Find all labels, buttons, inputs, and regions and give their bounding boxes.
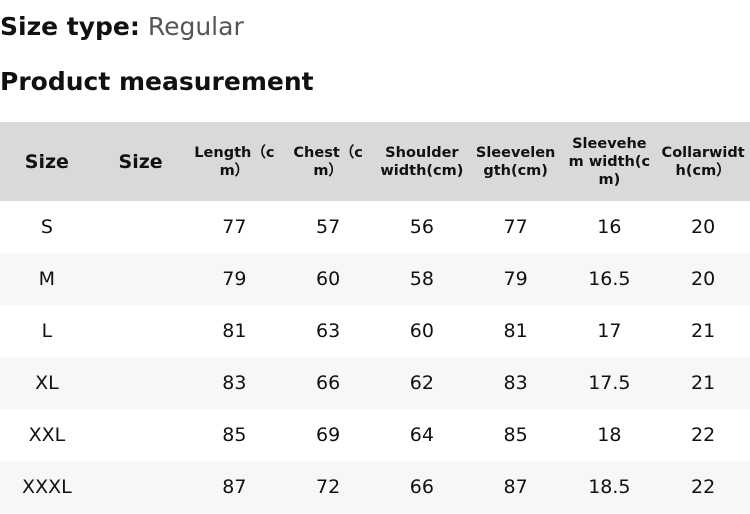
table-row: S 77 57 56 77 16 20 [0, 201, 750, 253]
measurement-table: Size Size Length（cm） Chest（cm） Shoulder widt… [0, 122, 750, 513]
table-cell: 58 [375, 253, 469, 305]
table-cell: 87 [187, 461, 282, 513]
table-cell: 60 [409, 320, 434, 342]
table-row: XXL 85 69 64 85 18 22 [0, 409, 750, 461]
size-type: Size type: Regular [0, 12, 244, 41]
table-row: XL 83 66 62 83 17.5 21 [0, 357, 750, 409]
table-cell: 83 [468, 357, 563, 409]
table-cell: 17.5 [562, 357, 657, 409]
table-cell: 81 [503, 320, 528, 342]
table-cell: 62 [375, 357, 469, 409]
table-cell: 85 [503, 424, 528, 446]
section-title: Product measurement [0, 67, 314, 96]
table-cell: 79 [468, 253, 563, 305]
table-cell [94, 409, 188, 461]
table-row: XXXL 87 72 66 87 18.5 22 [0, 461, 750, 513]
table-cell: 18.5 [562, 461, 657, 513]
column-header: Sleevehem width(cm) [562, 122, 657, 201]
table-cell: M [0, 253, 94, 305]
table-cell: 66 [375, 461, 469, 513]
table-row: M 79 60 58 79 16.5 20 [0, 253, 750, 305]
table-cell: 16.5 [562, 253, 657, 305]
table-cell: 77 [222, 216, 247, 238]
table-cell: 18 [597, 424, 622, 446]
table-cell: 81 [222, 320, 247, 342]
table-cell: S [40, 216, 53, 238]
table-cell [94, 305, 188, 357]
table-cell: XXXL [0, 461, 94, 513]
table-cell: 63 [316, 320, 341, 342]
table-cell: 20 [691, 216, 716, 238]
table-cell: 87 [468, 461, 563, 513]
table-cell: XL [0, 357, 94, 409]
size-type-label: Size type: [0, 12, 140, 41]
table-cell [94, 201, 188, 253]
column-header: Chest（cm） [281, 122, 375, 201]
column-header: Collarwidth(cm） [656, 122, 750, 201]
header-row: Size Size Length（cm） Chest（cm） Shoulder widt… [0, 122, 750, 201]
column-header: Size [0, 122, 94, 201]
table-cell: 64 [409, 424, 434, 446]
column-header: Sleevelength(cm) [468, 122, 563, 201]
table-cell: 66 [281, 357, 375, 409]
table-cell: 20 [656, 253, 750, 305]
table-cell: 22 [656, 461, 750, 513]
table-cell: 17 [597, 320, 622, 342]
table-cell: 21 [691, 320, 716, 342]
table-cell: 56 [409, 216, 434, 238]
table-row: L 81 63 60 81 17 21 [0, 305, 750, 357]
table-cell: 57 [316, 216, 341, 238]
table-cell: 60 [281, 253, 375, 305]
table-cell: 77 [503, 216, 528, 238]
table-cell: XXL [28, 424, 66, 446]
column-header: Size [93, 122, 188, 201]
column-header: Length（cm） [187, 122, 282, 201]
table-cell: 22 [691, 424, 716, 446]
table-cell [93, 357, 188, 409]
table-cell [93, 253, 188, 305]
table-cell: 85 [222, 424, 247, 446]
table-cell: 83 [187, 357, 282, 409]
table-cell: 21 [656, 357, 750, 409]
table-cell: 72 [281, 461, 375, 513]
column-header: Shoulder width(cm) [375, 122, 469, 201]
table-cell: L [41, 320, 53, 342]
table-cell: 79 [187, 253, 282, 305]
table-cell: 16 [597, 216, 622, 238]
size-type-value: Regular [147, 12, 244, 41]
table-cell [93, 461, 188, 513]
table-cell: 69 [316, 424, 341, 446]
